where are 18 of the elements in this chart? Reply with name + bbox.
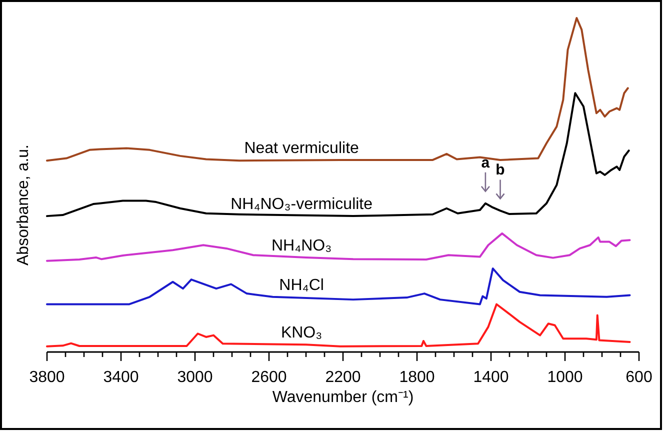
series-label: NH₄NO₃ [271, 237, 332, 254]
y-axis-title: Absorbance, a.u. [15, 144, 32, 266]
x-axis-title: Wavenumber (cm⁻¹) [272, 389, 414, 406]
series-label: Neat vermiculite [244, 140, 360, 157]
x-tick-label: 1000 [547, 369, 583, 386]
x-tick-label: 2600 [251, 369, 287, 386]
x-tick-label: 1400 [473, 369, 509, 386]
series-label: NH₄Cl [279, 276, 324, 294]
series-label: NH₄NO₃-vermiculite [230, 196, 373, 214]
x-tick-label: 3400 [103, 369, 139, 386]
annotation: a [481, 154, 490, 172]
x-tick-label: 3800 [29, 369, 65, 386]
annotation: b [496, 162, 505, 179]
x-tick-label: 2200 [325, 369, 361, 386]
x-tick-label: 1800 [399, 369, 435, 386]
x-tick-label: 600 [626, 369, 652, 386]
x-tick-label: 3000 [177, 369, 213, 386]
series-label: KNO₃ [280, 324, 322, 342]
